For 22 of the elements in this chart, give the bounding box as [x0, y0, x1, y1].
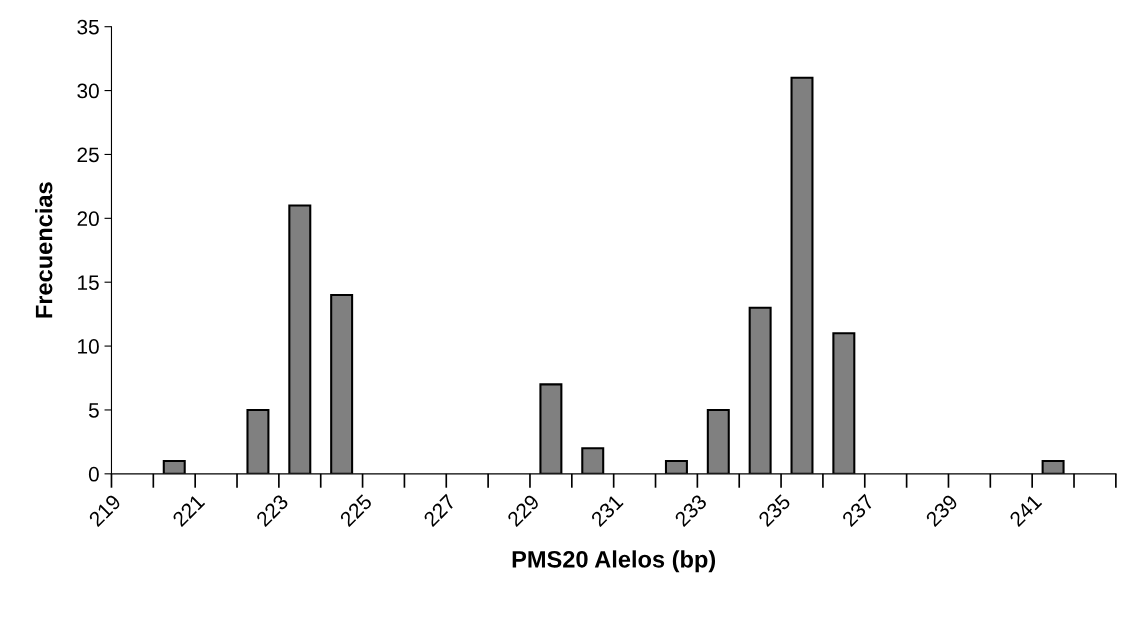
y-tick-label: 35	[77, 19, 99, 35]
x-tick-label: 233	[673, 493, 708, 528]
x-tick-label: 237	[841, 493, 875, 528]
y-tick-label: 25	[77, 147, 99, 163]
x-tick-label: 241	[1008, 493, 1043, 528]
y-axis-title: Frecuencias	[35, 182, 53, 318]
x-tick-label: 219	[88, 493, 122, 528]
y-tick-label: 0	[88, 466, 99, 482]
y-tick-label: 20	[77, 211, 99, 227]
y-tick-label: 30	[77, 83, 99, 99]
x-tick-label: 225	[339, 493, 373, 528]
x-tick-label: 227	[422, 493, 457, 528]
x-axis-title: PMS20 Alelos (bp)	[512, 550, 716, 573]
x-tick-label: 223	[255, 493, 290, 528]
x-tick-label: 235	[757, 493, 792, 528]
y-tick-label: 10	[78, 339, 99, 354]
x-tick-label: 231	[590, 493, 624, 528]
x-tick-label: 221	[171, 493, 206, 528]
y-tick-label: 5	[88, 403, 99, 418]
y-tick-label: 15	[78, 275, 99, 290]
x-tick-label: 229	[506, 493, 541, 528]
x-tick-label: 239	[925, 493, 959, 528]
